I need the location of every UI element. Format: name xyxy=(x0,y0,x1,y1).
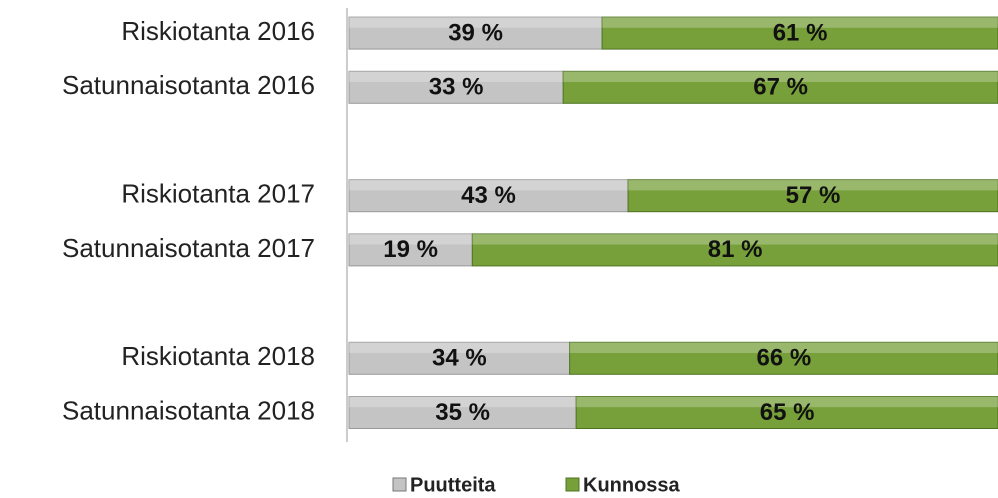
bar-shine xyxy=(349,179,629,191)
value-label: 66 % xyxy=(756,345,811,372)
bar-segment xyxy=(348,233,473,267)
legend-label: Kunnossa xyxy=(583,474,681,496)
bar-segment xyxy=(627,179,998,213)
category-label: Riskiotanta 2018 xyxy=(121,341,315,371)
value-label: 19 % xyxy=(383,236,438,263)
value-label: 57 % xyxy=(786,182,841,209)
bar-shine xyxy=(472,233,998,245)
value-label: 39 % xyxy=(448,19,503,46)
value-label: 35 % xyxy=(435,399,490,426)
bar-shine xyxy=(569,342,998,353)
value-label: 33 % xyxy=(429,74,484,101)
bar-shine xyxy=(349,342,570,353)
legend-swatch xyxy=(565,477,580,492)
bar-shine xyxy=(602,17,998,28)
bar-segment xyxy=(348,396,577,429)
legend-label: Puutteita xyxy=(410,474,496,496)
value-label: 43 % xyxy=(461,182,516,209)
value-label: 67 % xyxy=(753,74,808,101)
value-label: 65 % xyxy=(760,399,815,426)
value-label: 61 % xyxy=(773,19,828,46)
legend-swatch xyxy=(392,477,407,492)
category-label: Satunnaisotanta 2018 xyxy=(62,395,315,425)
bar-shine xyxy=(349,71,564,82)
bar-shine xyxy=(563,71,998,82)
bar-shine xyxy=(349,17,603,28)
bar-segment xyxy=(575,396,998,429)
bar-segment xyxy=(569,341,998,375)
bar-segment xyxy=(601,16,998,50)
category-label: Riskiotanta 2016 xyxy=(121,16,315,46)
category-label: Satunnaisotanta 2017 xyxy=(62,233,315,263)
bar-shine xyxy=(349,233,473,245)
bar-shine xyxy=(349,396,577,408)
bar-shine xyxy=(628,179,998,191)
value-label: 34 % xyxy=(432,345,487,372)
bar-segment xyxy=(471,233,998,267)
value-label: 81 % xyxy=(708,236,763,263)
category-label: Riskiotanta 2017 xyxy=(121,179,315,209)
category-label: Satunnaisotanta 2016 xyxy=(62,70,315,100)
bar-shine xyxy=(576,396,998,408)
